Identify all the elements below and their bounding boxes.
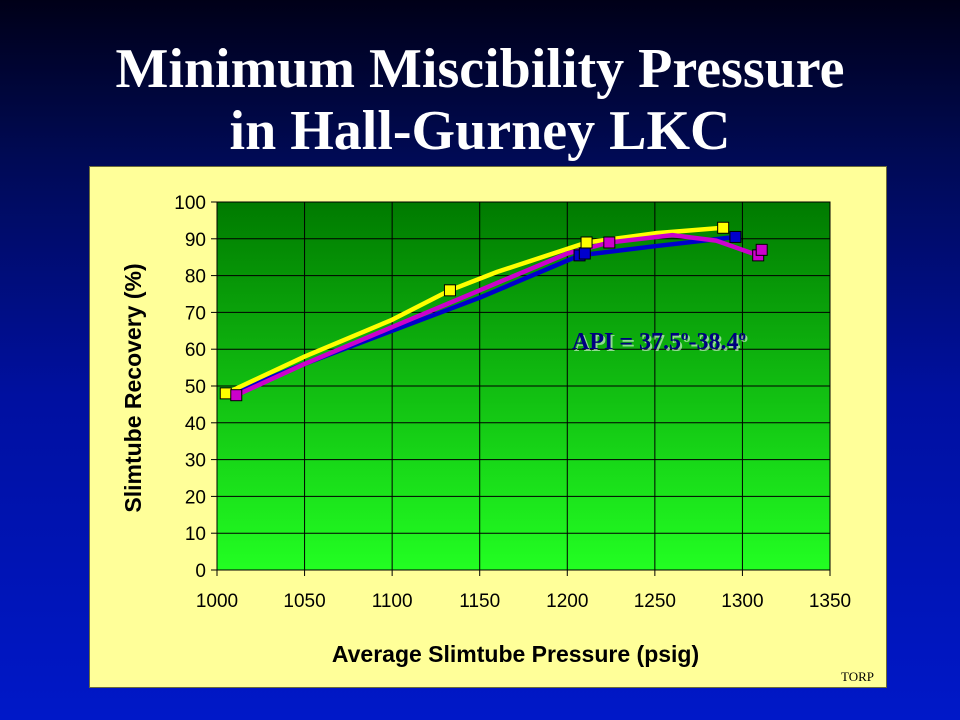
y-axis-label: Slimtube Recovery (%) [120,263,146,512]
series-line-2 [234,232,761,398]
api-annotation-shadow: API = 37.5o-38.4o [574,330,748,357]
y-tick-label-100: 100 [174,193,206,214]
x-tick-label-1250: 1250 [634,591,676,612]
y-tick-label-40: 40 [185,414,206,435]
series-markers [219,221,768,402]
x-tick-label-1350: 1350 [809,591,851,612]
series-2-point-3 [755,243,768,256]
x-tick-label-1150: 1150 [459,591,500,612]
series-line-1 [223,225,726,396]
slide-title: Minimum Miscibility Pressure in Hall-Gur… [0,38,960,162]
y-tick-label-20: 20 [185,487,206,508]
chart-panel: 0 10 20 30 40 50 60 70 80 90 100 1000 1050 1100 1150 12… [89,166,887,688]
x-tick-label-1100: 1100 [372,591,413,612]
y-tick-label-30: 30 [185,451,206,472]
chart: 0 10 20 30 40 50 60 70 80 90 100 1000 1050 1100 1150 12… [120,193,851,667]
series-2-point-1 [603,236,616,249]
y-tick-label-70: 70 [185,303,206,324]
series-curves [223,225,761,398]
series-2-point-0 [230,389,243,402]
title-line-2: in Hall-Gurney LKC [229,100,731,162]
title-line-1: Minimum Miscibility Pressure [115,38,845,100]
x-tick-label-1300: 1300 [721,591,763,612]
y-tick-label-0: 0 [195,561,206,582]
series-1-point-1 [443,284,456,297]
x-tick-label-1050: 1050 [283,591,325,612]
footer-tag: TORP [841,669,874,684]
y-tick-label-90: 90 [185,230,206,251]
x-tick-label-1200: 1200 [546,591,588,612]
y-tick-label-60: 60 [185,340,206,361]
x-axis-label: Average Slimtube Pressure (psig) [332,641,699,667]
series-1-point-0 [219,387,232,400]
tick-labels: 0 10 20 30 40 50 60 70 80 90 100 1000 1050 1100 1150 12… [174,193,851,612]
series-0-point-2 [729,230,742,243]
y-tick-label-80: 80 [185,267,206,288]
series-1-point-2 [580,236,593,249]
api-annotation-text: API = 37.5o-38.4o [572,328,746,355]
y-tick-label-10: 10 [185,524,206,545]
series-1-point-3 [717,221,730,234]
api-annotation: API = 37.5o-38.4o API = 37.5o-38.4o [572,328,748,357]
series-0-point-1 [578,247,591,260]
gridlines [216,201,831,571]
x-tick-label-1000: 1000 [196,591,238,612]
y-tick-label-50: 50 [185,377,206,398]
